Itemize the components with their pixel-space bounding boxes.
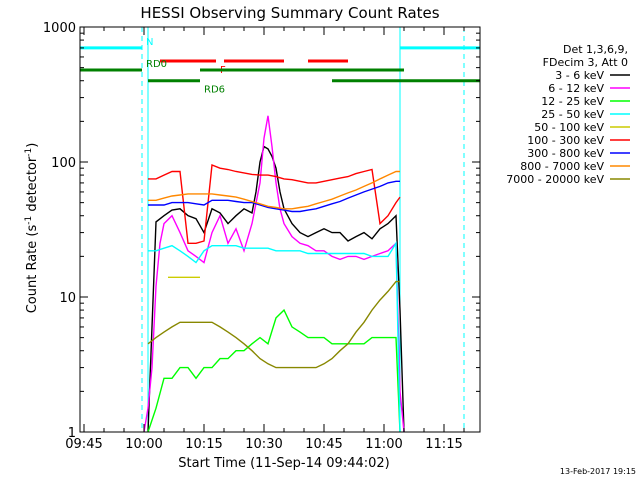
- status-bar-label-rd6: RD6: [204, 85, 225, 96]
- x-tick-label: 10:15: [185, 437, 222, 452]
- x-tick-label: 10:45: [305, 437, 342, 452]
- legend-entry-label: 300 - 800 keV: [527, 147, 604, 160]
- y-axis-label: Count Rate (s-1 detector-1): [24, 143, 40, 314]
- series-line-7: [148, 170, 400, 210]
- legend-entry-label: 3 - 6 keV: [555, 69, 604, 82]
- legend-entry-label: 50 - 100 keV: [534, 121, 604, 134]
- legend-entry-label: 7000 - 20000 keV: [506, 173, 604, 186]
- series-line-1: [143, 115, 405, 433]
- x-tick-label: 11:00: [365, 437, 402, 452]
- series-line-6: [148, 180, 400, 213]
- legend-header-line: FDecim 3, Att 0: [543, 56, 628, 69]
- legend-header-line: Det 1,3,6,9,: [563, 43, 628, 56]
- x-axis-label: Start Time (11-Sep-14 09:44:02): [178, 456, 389, 471]
- x-tick-label: 10:30: [245, 437, 282, 452]
- legend-entry-label: 12 - 25 keV: [541, 95, 604, 108]
- legend-entry-label: 100 - 300 keV: [527, 134, 604, 147]
- plot-frame: [79, 26, 481, 433]
- y-tick-label: 10: [59, 291, 76, 306]
- x-tick-label: 11:15: [425, 437, 462, 452]
- legend-entry-label: 6 - 12 keV: [548, 82, 604, 95]
- y-tick-label: 100: [51, 156, 76, 171]
- x-tick-label: 09:45: [65, 437, 102, 452]
- series-line-5: [148, 164, 401, 245]
- chart-title: HESSI Observing Summary Count Rates: [140, 4, 439, 22]
- series-line-2: [147, 308, 401, 433]
- x-tick-label: 10:00: [125, 437, 162, 452]
- series-line-3: [148, 240, 401, 433]
- status-bar-label-rd0: RD0: [146, 59, 167, 70]
- y-tick-label: 1000: [43, 21, 76, 36]
- footer-timestamp: 13-Feb-2017 19:15: [560, 467, 636, 476]
- y-tick-label: 1: [68, 426, 76, 441]
- legend-entry-label: 800 - 7000 keV: [520, 160, 604, 173]
- legend-entry-label: 25 - 50 keV: [541, 108, 604, 121]
- series-line-8: [147, 280, 400, 369]
- status-bar-label-n: N: [146, 37, 153, 48]
